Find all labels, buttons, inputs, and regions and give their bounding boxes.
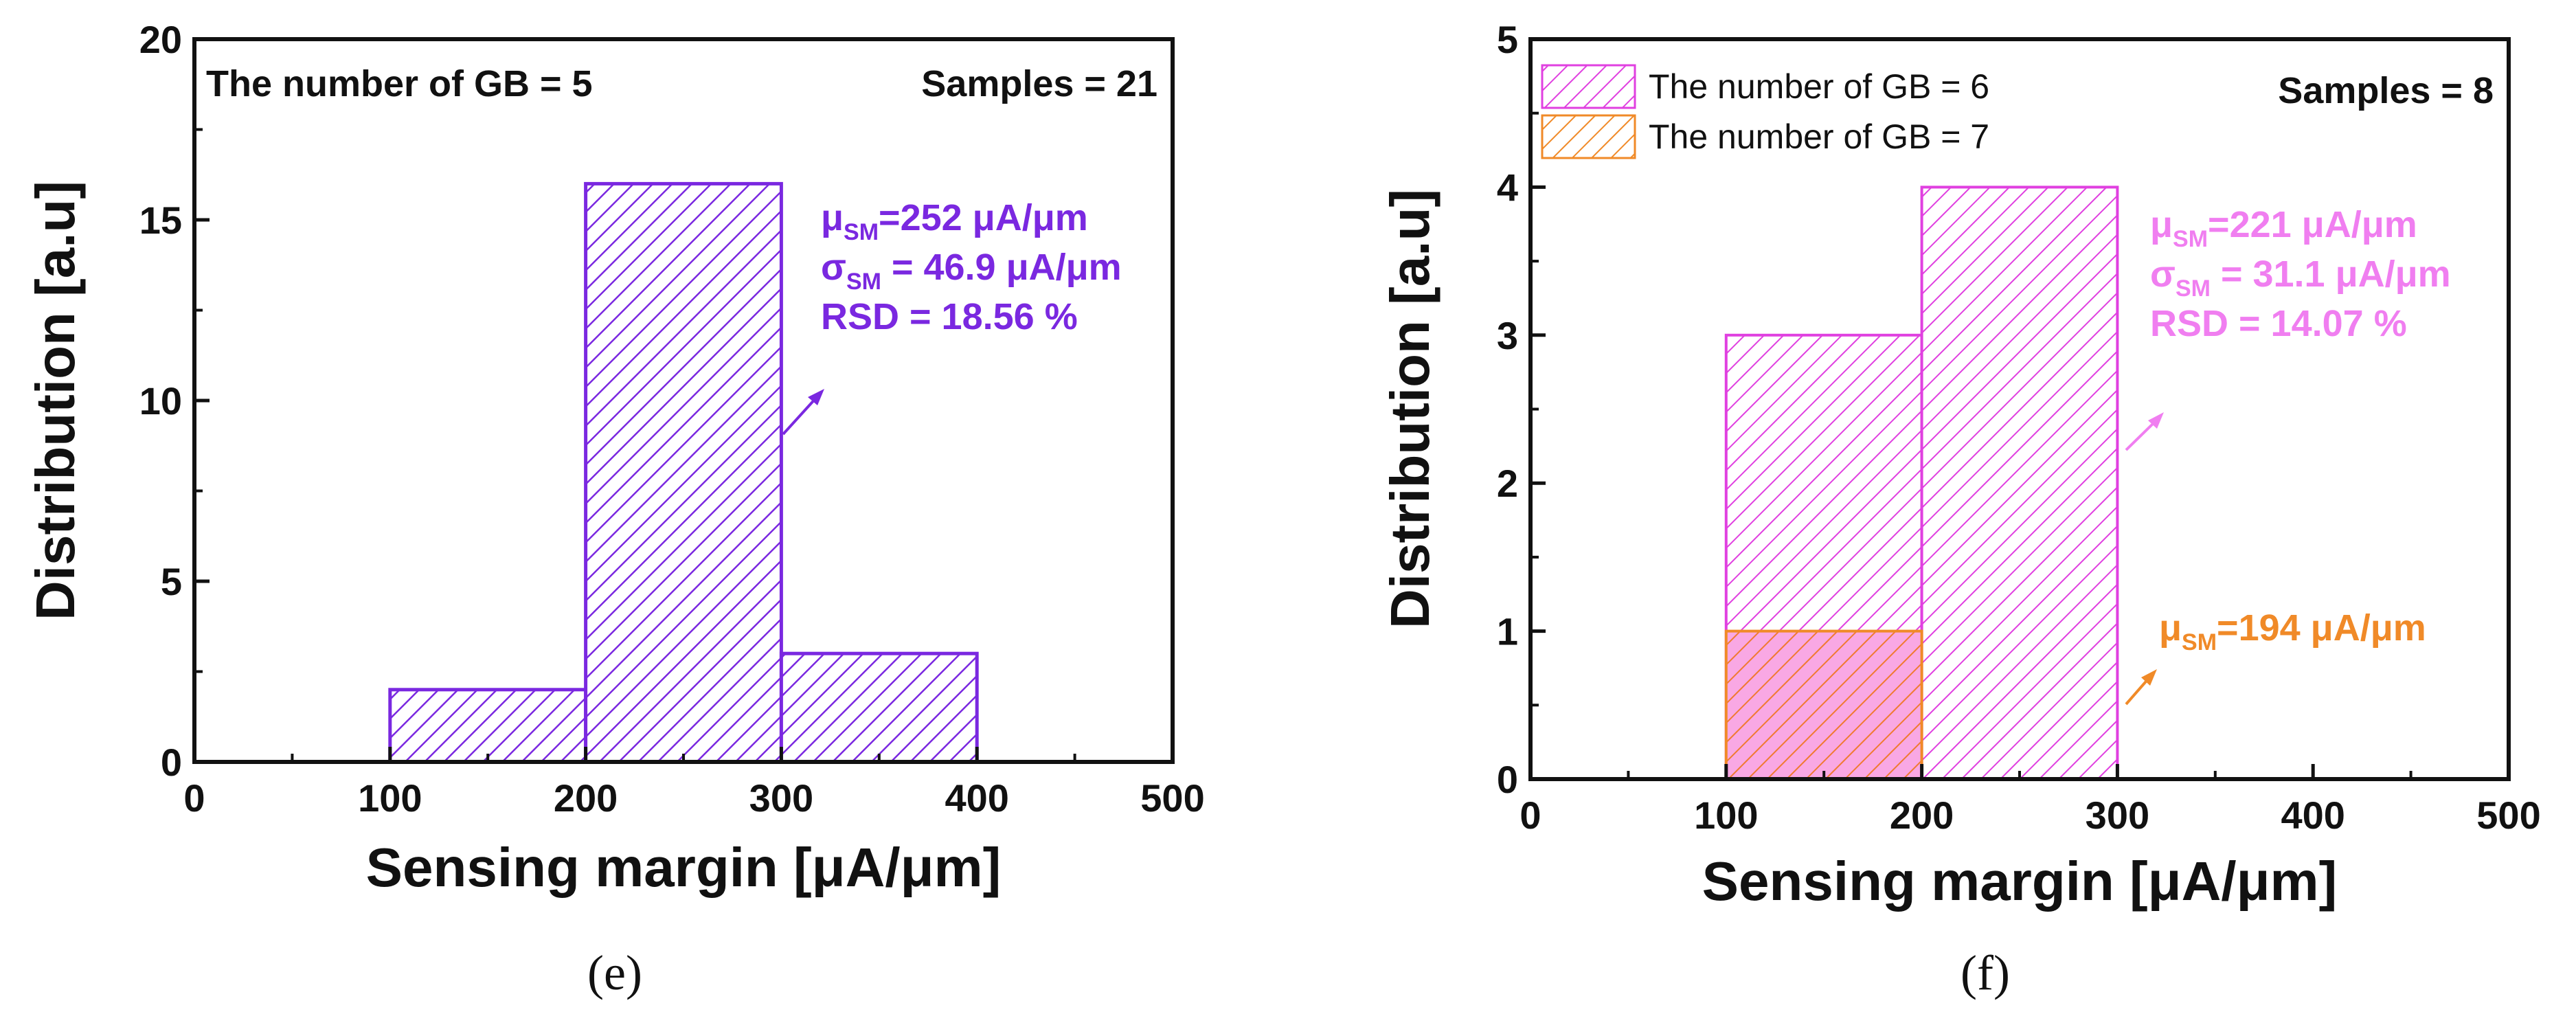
f-legend-label-gb7: The number of GB = 7 (1649, 117, 1989, 156)
stat-line: σSM = 46.9 μA/μm (821, 247, 1122, 295)
f-annotation-samples: Samples = 8 (2278, 70, 2494, 111)
f-stats-arrow-gb6 (2125, 418, 2158, 451)
e-y-tick-label: 15 (139, 199, 182, 242)
e-x-tick-label: 500 (1140, 776, 1204, 820)
f-panel-label: (f) (1961, 945, 2010, 1000)
f-legend-swatch-gb7 (1541, 114, 1636, 159)
e-x-tick-label: 100 (358, 776, 422, 820)
f-x-tick-label: 300 (2086, 794, 2149, 837)
e-bar (388, 688, 588, 764)
e-annotation-samples: Samples = 21 (921, 63, 1157, 104)
e-bar (584, 181, 783, 764)
e-stats-arrow (782, 395, 819, 436)
e-panel-label: (e) (587, 945, 642, 1000)
e-y-tick-label: 0 (161, 741, 182, 784)
f-x-tick-label: 100 (1694, 794, 1758, 837)
stat-line: RSD = 14.07 % (2150, 303, 2407, 344)
e-y-tick-label: 10 (139, 379, 182, 423)
e-x-tick-label: 200 (554, 776, 618, 820)
f-y-tick-label: 1 (1497, 610, 1518, 653)
f-y-tick-label: 2 (1497, 462, 1518, 505)
e-y-tick-label: 5 (161, 560, 182, 603)
e-x-tick-label: 0 (183, 776, 205, 820)
f-legend-label-gb6: The number of GB = 6 (1649, 67, 1989, 106)
stat-line: μSM=252 μA/μm (821, 197, 1088, 245)
f-x-tick-label: 500 (2476, 794, 2540, 837)
f-bar-gb7 (1724, 629, 1923, 780)
stat-line: μSM=194 μA/μm (2159, 607, 2426, 655)
e-y-axis-label: Distribution [a.u] (25, 181, 86, 620)
e-y-tick-label: 20 (139, 18, 182, 61)
f-stats-arrowhead-gb6 (2148, 412, 2164, 429)
e-x-tick-label: 400 (945, 776, 1008, 820)
e-stats-arrowhead (808, 389, 824, 405)
e-bar (779, 651, 979, 764)
f-y-tick-label: 3 (1497, 314, 1518, 357)
f-legend: The number of GB = 6 The number of GB = … (1541, 64, 1989, 159)
f-bar-gb6 (1920, 185, 2119, 780)
f-x-tick-label: 0 (1519, 794, 1541, 837)
stat-line: RSD = 18.56 % (821, 296, 1078, 337)
stat-line: μSM=221 μA/μm (2150, 204, 2417, 252)
f-stats-arrowhead-gb7 (2141, 669, 2157, 686)
stat-line: σSM = 31.1 μA/μm (2150, 254, 2451, 302)
f-y-tick-label: 0 (1497, 758, 1518, 801)
f-y-axis-label: Distribution [a.u] (1379, 189, 1440, 629)
e-x-axis-label: Sensing margin [μA/μm] (366, 837, 1002, 898)
chart-e: 0 100 200 300 400 500 0 5 10 15 20 The number of G… (25, 18, 1205, 1000)
f-x-axis-label: Sensing margin [μA/μm] (1702, 851, 2338, 912)
f-legend-swatch-gb6 (1541, 64, 1636, 109)
f-x-tick-label: 200 (1890, 794, 1954, 837)
f-y-tick-label: 4 (1497, 166, 1518, 209)
chart-f: 0 100 200 300 400 500 0 1 2 3 4 5 The number of GB … (1379, 18, 2541, 1000)
f-y-tick-label: 5 (1497, 18, 1518, 61)
e-x-tick-label: 300 (749, 776, 813, 820)
f-stats-block-gb7: μSM=194 μA/μm (2159, 607, 2426, 655)
e-annotation-gb: The number of GB = 5 (206, 63, 593, 104)
f-x-tick-label: 400 (2281, 794, 2345, 837)
